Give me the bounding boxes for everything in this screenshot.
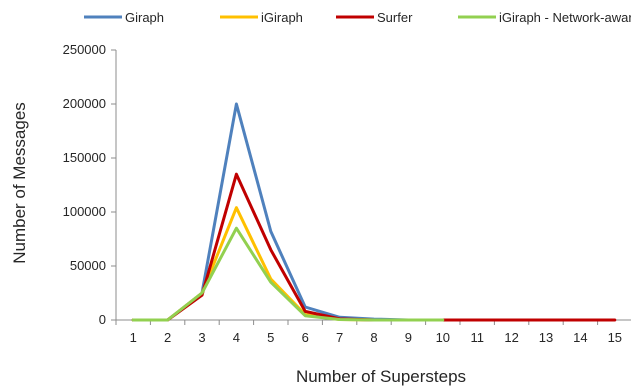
y-tick-label: 50000	[70, 258, 106, 273]
x-tick-label: 8	[370, 330, 377, 345]
y-tick-label: 100000	[63, 204, 106, 219]
y-tick-label: 150000	[63, 150, 106, 165]
x-tick-label: 7	[336, 330, 343, 345]
series-line-surfer	[131, 172, 617, 322]
x-tick-label: 6	[302, 330, 309, 345]
x-tick-label: 11	[470, 330, 484, 345]
x-tick-label: 1	[130, 330, 137, 345]
legend-label-igiraph: iGiraph	[261, 10, 303, 25]
x-tick-label: 13	[539, 330, 553, 345]
x-tick-label: 12	[504, 330, 518, 345]
legend: Giraph iGiraph Surfer iGiraph - Network-awa…	[84, 10, 631, 25]
x-tick-label: 5	[267, 330, 274, 345]
x-tick-label: 10	[436, 330, 450, 345]
series-line-igiraph-network-aware	[131, 226, 445, 322]
x-axis-title: Number of Supersteps	[296, 367, 466, 386]
x-tick-label: 14	[573, 330, 587, 345]
y-axis-title: Number of Messages	[10, 102, 29, 264]
y-tick-label: 0	[99, 312, 106, 327]
legend-label-surfer: Surfer	[377, 10, 413, 25]
y-axis: 0 50000 100000 150000 200000 250000	[63, 42, 117, 327]
x-axis: 1 2 3 4 5 6 7 8 9 10 11 12 13 14 15	[115, 319, 631, 345]
x-tick-label: 15	[608, 330, 622, 345]
x-tick-label: 3	[198, 330, 205, 345]
y-tick-label: 250000	[63, 42, 106, 57]
series-line-giraph	[131, 102, 445, 322]
x-tick-label: 4	[233, 330, 240, 345]
x-tick-label: 9	[405, 330, 412, 345]
y-tick-label: 200000	[63, 96, 106, 111]
x-tick-label: 2	[164, 330, 171, 345]
series-line-igiraph	[131, 206, 445, 322]
legend-label-giraph: Giraph	[125, 10, 164, 25]
series-lines	[131, 102, 617, 322]
legend-label-igiraph-network-aware: iGiraph - Network-aware	[499, 10, 631, 25]
